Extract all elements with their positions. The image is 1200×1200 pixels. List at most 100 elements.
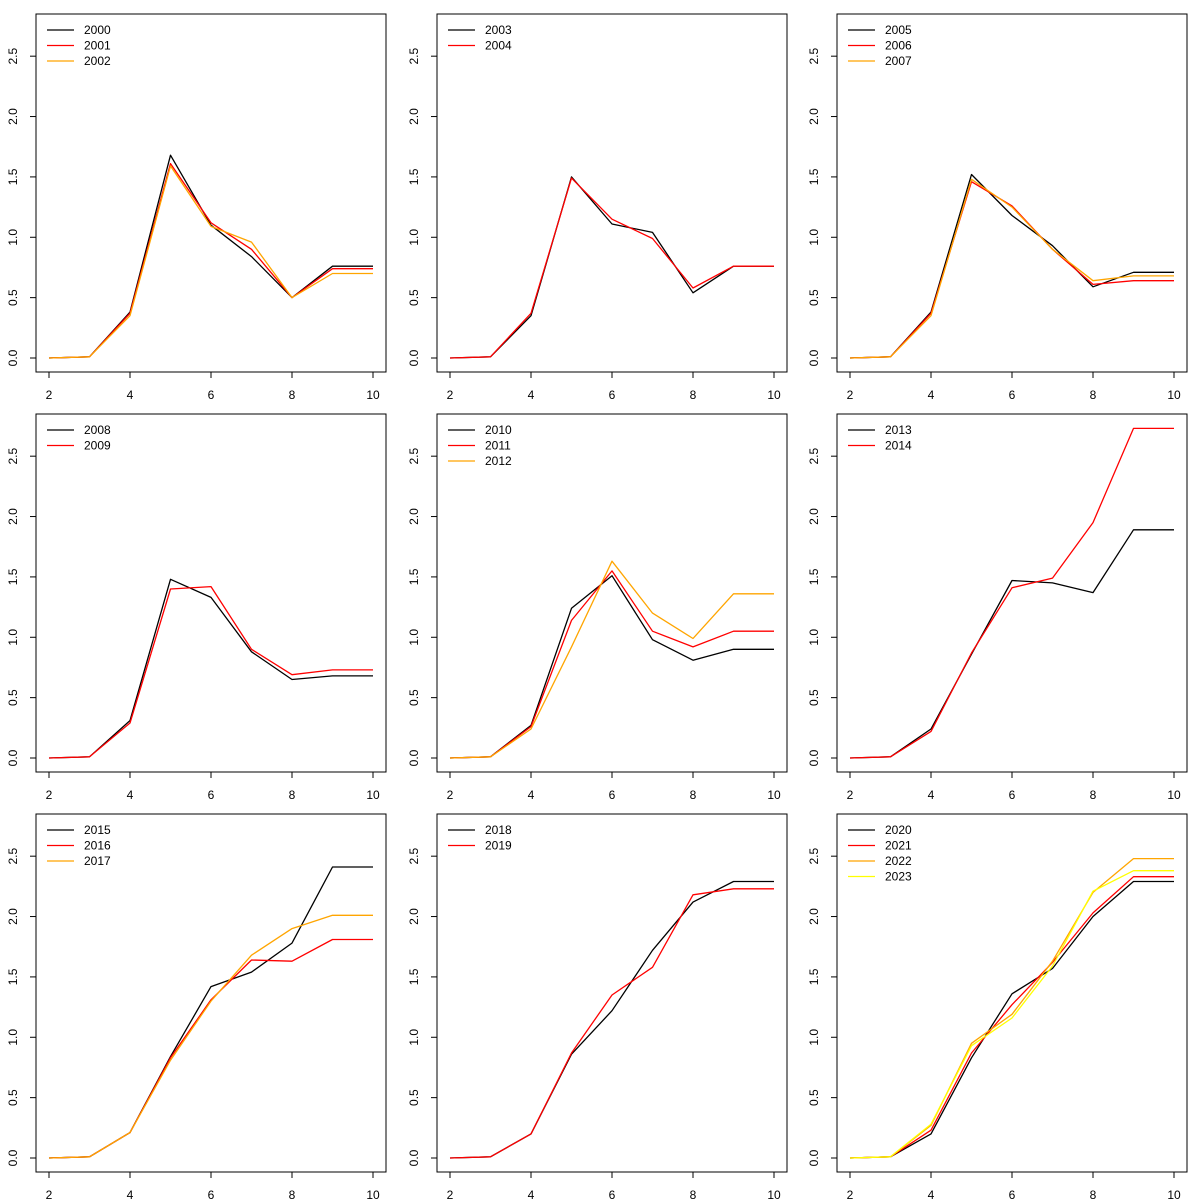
x-tick-label: 6 <box>609 1188 616 1200</box>
y-tick-label: 2.5 <box>407 48 421 65</box>
y-tick-label: 1.5 <box>6 568 20 585</box>
y-tick-label: 1.0 <box>407 629 421 646</box>
series-line-2019 <box>449 888 774 1159</box>
series-line-2022 <box>849 857 1174 1159</box>
y-tick-label: 1.0 <box>6 629 20 646</box>
y-tick-label: 0.5 <box>407 689 421 706</box>
series-line-2015 <box>48 866 373 1159</box>
legend-label: 2012 <box>485 454 512 468</box>
x-tick-label: 4 <box>528 1188 535 1200</box>
y-tick-label: 0.0 <box>407 749 421 766</box>
x-tick-label: 6 <box>1009 788 1016 802</box>
x-tick-label: 10 <box>767 788 781 802</box>
x-tick-label: 10 <box>767 1188 781 1200</box>
chart-panel-4: 2 4 6 8 10 0.0 0.5 1.0 1.5 2.0 2.5 2008 2009 <box>6 413 387 802</box>
y-tick-label: 1.0 <box>6 1029 20 1046</box>
x-tick-label: 2 <box>847 788 854 802</box>
x-tick-label: 8 <box>1090 1188 1097 1200</box>
series-line-2016 <box>48 938 373 1159</box>
y-tick-label: 2.5 <box>807 448 821 465</box>
y-tick-label: 2.5 <box>807 48 821 65</box>
y-tick-label: 1.0 <box>407 1029 421 1046</box>
x-tick-label: 10 <box>366 788 380 802</box>
y-tick-label: 1.0 <box>807 229 821 246</box>
legend-label: 2015 <box>84 823 111 837</box>
x-tick-label: 6 <box>609 388 616 402</box>
legend-label: 2018 <box>485 823 512 837</box>
x-tick-label: 8 <box>289 788 296 802</box>
y-tick-label: 1.5 <box>407 968 421 985</box>
y-tick-label: 1.5 <box>6 968 20 985</box>
y-tick-label: 0.0 <box>6 1149 20 1166</box>
plot-frame <box>436 13 788 373</box>
x-tick-label: 10 <box>767 388 781 402</box>
y-tick-label: 2.5 <box>407 848 421 865</box>
legend-label: 2005 <box>885 23 912 37</box>
legend-label: 2019 <box>485 839 512 853</box>
series-line-2020 <box>849 880 1174 1159</box>
series-line-2013 <box>849 529 1174 759</box>
y-tick-label: 1.0 <box>807 1029 821 1046</box>
y-tick-label: 1.0 <box>807 629 821 646</box>
y-tick-label: 2.0 <box>6 908 20 925</box>
y-tick-label: 2.0 <box>807 108 821 125</box>
y-tick-label: 0.5 <box>6 689 20 706</box>
y-tick-label: 2.0 <box>807 508 821 525</box>
chart-panel-2: 2 4 6 8 10 0.0 0.5 1.0 1.5 2.0 2.5 2003 2004 <box>407 13 788 402</box>
series-line-2008 <box>48 578 373 759</box>
y-tick-label: 1.0 <box>6 229 20 246</box>
series-line-2004 <box>449 177 774 359</box>
legend-label: 2006 <box>885 39 912 53</box>
y-tick-label: 0.5 <box>807 289 821 306</box>
legend-label: 2000 <box>84 23 111 37</box>
x-tick-label: 4 <box>127 388 134 402</box>
y-tick-label: 0.0 <box>807 1149 821 1166</box>
legend-label: 2003 <box>485 23 512 37</box>
legend-label: 2001 <box>84 39 111 53</box>
x-tick-label: 10 <box>366 1188 380 1200</box>
legend-label: 2021 <box>885 839 912 853</box>
x-tick-label: 2 <box>447 788 454 802</box>
x-tick-label: 6 <box>208 1188 215 1200</box>
x-tick-label: 8 <box>690 388 697 402</box>
series-line-2018 <box>449 880 774 1159</box>
y-tick-label: 2.0 <box>807 908 821 925</box>
x-tick-label: 2 <box>847 388 854 402</box>
y-tick-label: 2.5 <box>6 48 20 65</box>
y-tick-label: 2.0 <box>6 108 20 125</box>
x-tick-label: 8 <box>1090 388 1097 402</box>
y-tick-label: 0.0 <box>6 349 20 366</box>
series-line-2002 <box>48 165 373 359</box>
y-tick-label: 0.5 <box>807 1089 821 1106</box>
y-tick-label: 1.5 <box>807 168 821 185</box>
y-tick-label: 2.0 <box>407 508 421 525</box>
y-tick-label: 0.0 <box>407 1149 421 1166</box>
x-tick-label: 8 <box>1090 788 1097 802</box>
x-tick-label: 2 <box>447 388 454 402</box>
x-tick-label: 10 <box>1167 1188 1181 1200</box>
series-line-2017 <box>48 914 373 1159</box>
y-tick-label: 1.5 <box>407 168 421 185</box>
y-tick-label: 2.5 <box>6 448 20 465</box>
legend-label: 2009 <box>84 439 111 453</box>
x-tick-label: 2 <box>46 788 53 802</box>
legend-label: 2011 <box>485 439 511 453</box>
series-line-2005 <box>849 173 1174 359</box>
y-tick-label: 2.5 <box>807 848 821 865</box>
series-line-2023 <box>849 870 1174 1159</box>
legend-label: 2002 <box>84 54 111 68</box>
chart-panel-8: 2 4 6 8 10 0.0 0.5 1.0 1.5 2.0 2.5 2018 2019 <box>407 813 788 1200</box>
y-tick-label: 1.0 <box>407 229 421 246</box>
y-tick-label: 0.5 <box>807 689 821 706</box>
x-tick-label: 8 <box>690 1188 697 1200</box>
series-line-2011 <box>449 570 774 759</box>
x-tick-label: 8 <box>289 388 296 402</box>
x-tick-label: 4 <box>528 388 535 402</box>
y-tick-label: 0.0 <box>807 349 821 366</box>
legend-label: 2004 <box>485 39 512 53</box>
legend-label: 2022 <box>885 854 912 868</box>
